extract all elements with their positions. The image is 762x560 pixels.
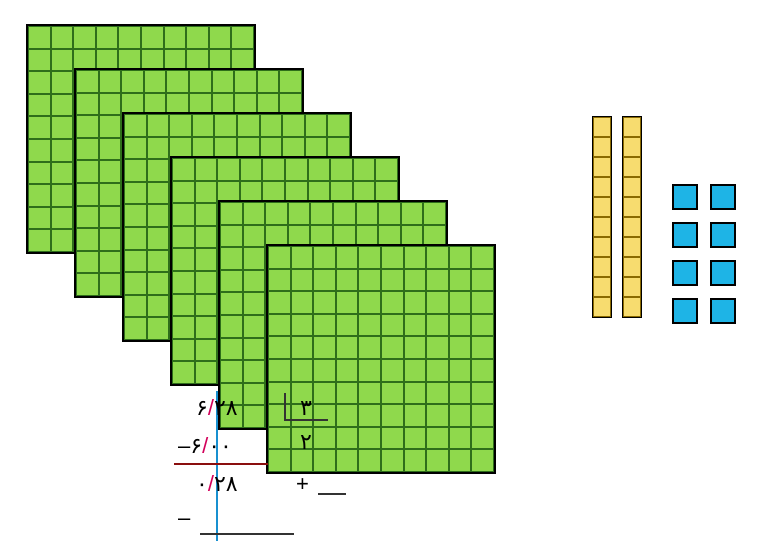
- ones-cube: [710, 260, 736, 286]
- ones-cube: [710, 298, 736, 324]
- ones-cube: [710, 222, 736, 248]
- ones-cube: [710, 184, 736, 210]
- ones-cube: [672, 298, 698, 324]
- ones-cube: [672, 222, 698, 248]
- ones-cube: [672, 260, 698, 286]
- divisor: ۳: [300, 395, 312, 421]
- plus-line: [318, 493, 346, 495]
- minus-2: –: [178, 505, 192, 531]
- subtrahend-1: –۶/۰۰: [178, 433, 232, 459]
- plus-sign: +: [296, 471, 311, 497]
- ones-cube: [672, 184, 698, 210]
- quotient: ۲: [300, 429, 312, 455]
- remainder-1: ۰/۲۸: [196, 471, 238, 497]
- sub-line-1: [174, 463, 268, 465]
- dividend-row: ۶/۲۸: [196, 395, 238, 421]
- sub-line-2: [200, 533, 294, 535]
- divisor-vline: [284, 393, 286, 419]
- tens-rod: [622, 116, 642, 318]
- tens-rod: [592, 116, 612, 318]
